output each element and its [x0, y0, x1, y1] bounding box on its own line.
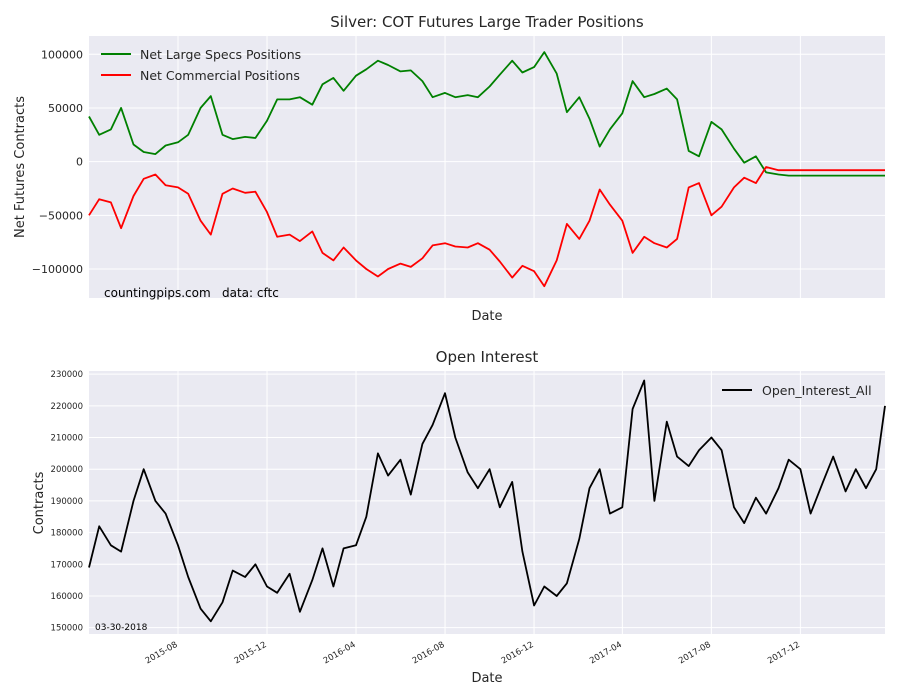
- y-tick-label: 220000: [51, 402, 83, 412]
- y-tick-label: 50000: [48, 102, 83, 115]
- y-tick-label: 190000: [51, 497, 83, 507]
- series-line-1: [88, 166, 885, 288]
- bottom-chart-plot-area: [89, 371, 885, 634]
- bottom-chart-x-ticks: 2015-08 2015-12 2016-04 2016-08 2016-12 2017-…: [144, 640, 802, 666]
- y-tick-label: 210000: [51, 434, 83, 444]
- x-tick-label: 2015-08: [144, 640, 180, 666]
- x-tick-label: 2017-08: [677, 640, 713, 666]
- legend-label-large-specs: Net Large Specs Positions: [140, 47, 301, 62]
- x-tick-label: 2017-12: [766, 640, 802, 666]
- y-tick-label: 100000: [41, 48, 83, 61]
- y-tick-label: 150000: [51, 624, 83, 634]
- x-tick-label: 2015-12: [233, 640, 269, 666]
- top-chart-y-axis-label: Net Futures Contracts: [13, 96, 28, 238]
- top-chart-legend: Net Large Specs Positions Net Commercial…: [101, 47, 301, 83]
- bottom-chart: Open Interest 150000 160000 170000 180000 19…: [32, 348, 886, 686]
- series-line-0: [88, 51, 885, 177]
- y-tick-label: 170000: [51, 560, 83, 570]
- top-chart-x-axis-label: Date: [471, 309, 502, 324]
- legend-label-commercial: Net Commercial Positions: [140, 68, 300, 83]
- bottom-chart-date-annotation: 03-30-2018: [95, 623, 148, 633]
- bottom-chart-x-axis-label: Date: [471, 671, 502, 686]
- y-tick-label: −50000: [39, 209, 83, 222]
- top-chart-plot-area: [89, 36, 885, 298]
- top-chart-series: [88, 51, 885, 288]
- bottom-chart-legend: Open_Interest_All: [722, 383, 872, 398]
- x-tick-label: 2016-08: [411, 640, 447, 666]
- y-tick-label: 200000: [51, 465, 83, 475]
- top-chart-title: Silver: COT Futures Large Trader Positio…: [330, 13, 644, 31]
- legend-label-open-interest: Open_Interest_All: [762, 383, 872, 398]
- y-tick-label: −100000: [32, 263, 83, 276]
- y-tick-label: 160000: [51, 592, 83, 602]
- x-tick-label: 2016-12: [500, 640, 536, 666]
- top-chart-y-ticks: −100000 −50000 0 50000 100000: [32, 48, 83, 276]
- top-chart-data-annotation: data: cftc: [222, 286, 279, 300]
- top-chart-source-annotation: countingpips.com: [104, 286, 211, 300]
- bottom-chart-y-axis-label: Contracts: [32, 471, 47, 534]
- series-line-0: [88, 379, 886, 623]
- x-tick-label: 2016-04: [322, 640, 358, 666]
- top-chart: Silver: COT Futures Large Trader Positio…: [13, 13, 885, 324]
- bottom-chart-title: Open Interest: [436, 348, 539, 366]
- bottom-chart-y-ticks: 150000 160000 170000 180000 190000 200000 2100…: [51, 370, 83, 633]
- y-tick-label: 180000: [51, 529, 83, 539]
- x-tick-label: 2017-04: [588, 640, 624, 666]
- y-tick-label: 230000: [51, 370, 83, 380]
- top-chart-grid: [89, 36, 885, 298]
- y-tick-label: 0: [76, 156, 83, 169]
- bottom-chart-series: [88, 379, 886, 623]
